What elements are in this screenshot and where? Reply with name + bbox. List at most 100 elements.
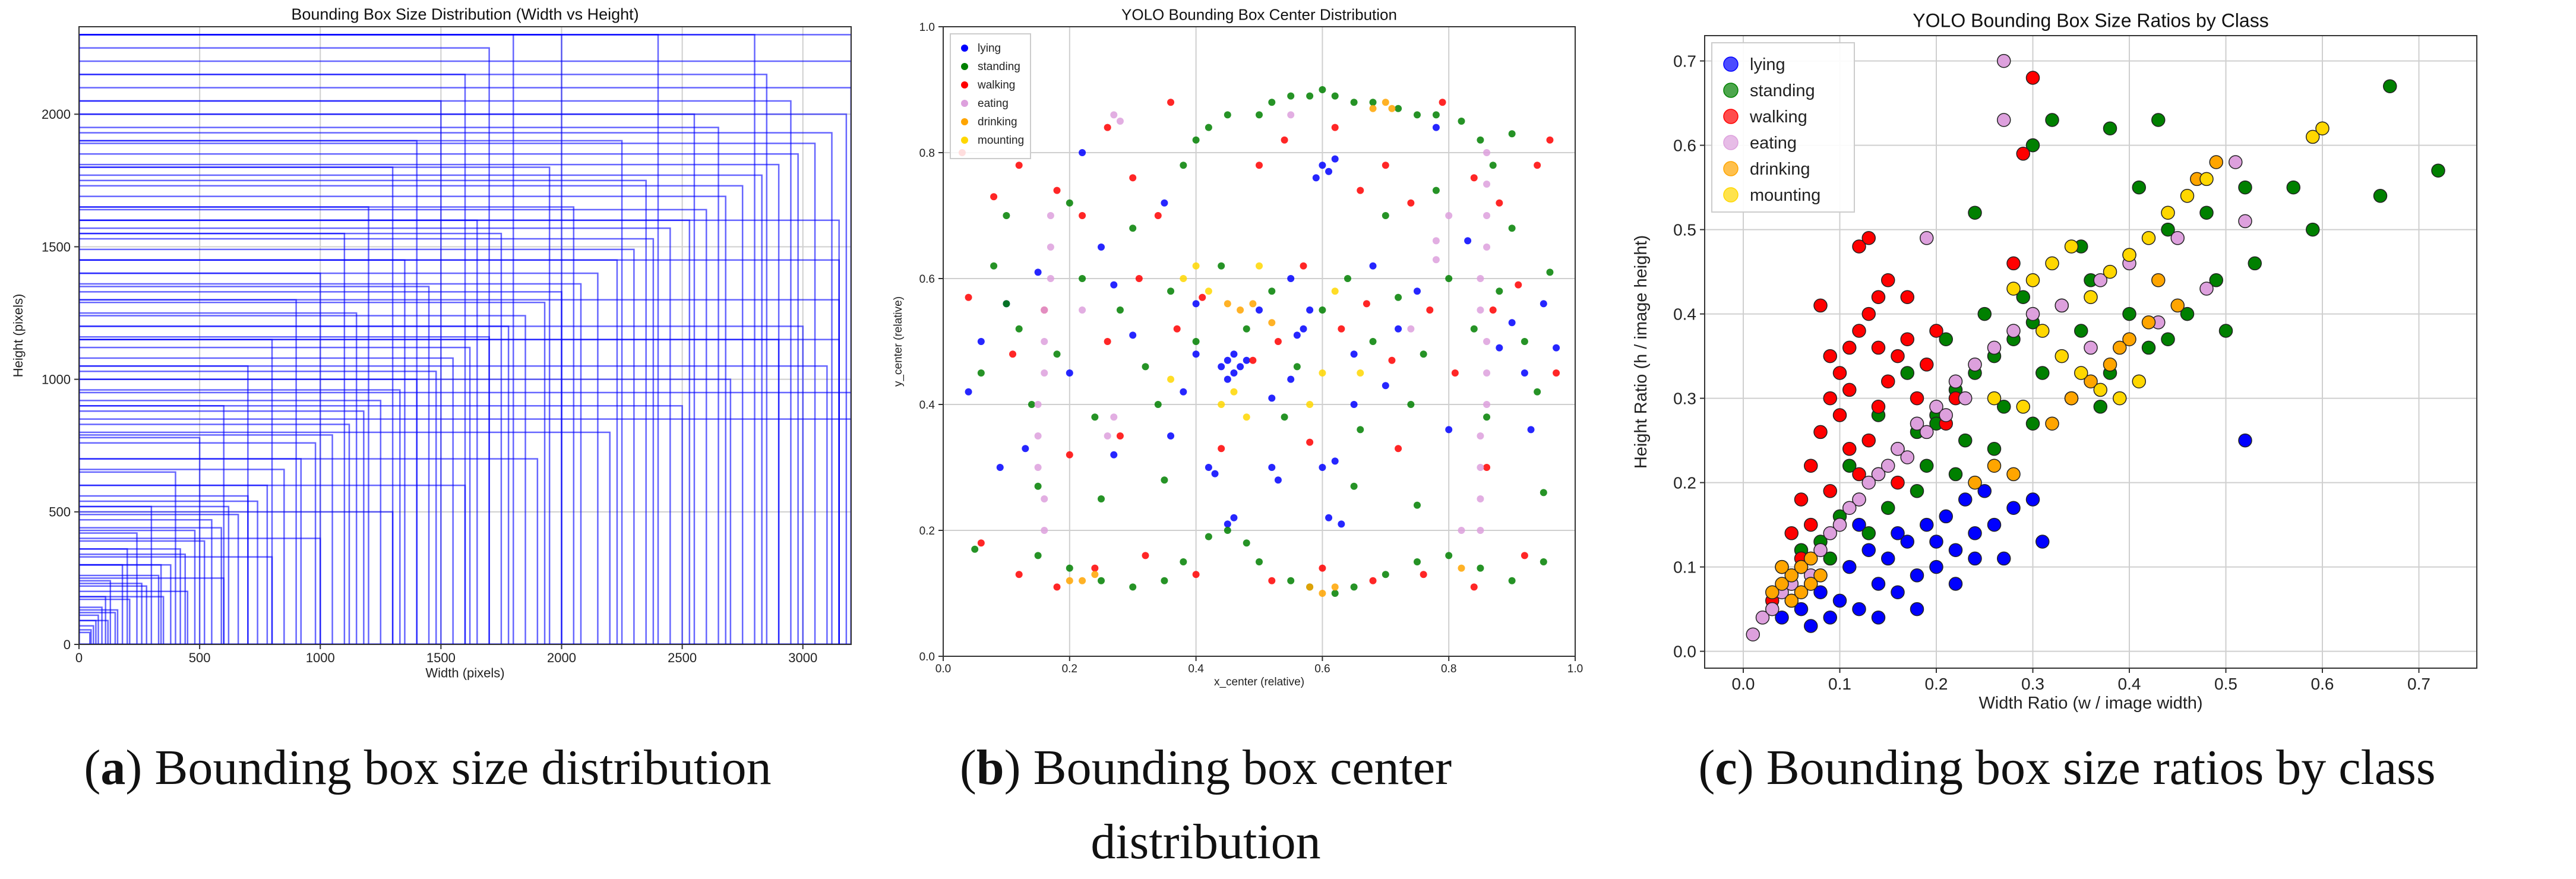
x-tick-label: 3000 [788, 650, 817, 665]
point-standing [1881, 501, 1895, 515]
point-walking [1420, 571, 1427, 578]
point-drinking [1813, 568, 1828, 583]
legend-label-standing: standing [978, 61, 1020, 73]
point-mounting [2025, 273, 2040, 287]
legend-label-walking: walking [977, 79, 1015, 91]
point-standing [1268, 287, 1276, 295]
bbox-rect [79, 127, 719, 644]
point-mounting [2306, 129, 2320, 144]
point-walking [1015, 571, 1023, 578]
chart-title: Bounding Box Size Distribution (Width vs… [291, 5, 639, 23]
point-mounting [1987, 391, 2002, 406]
point-standing [2238, 180, 2252, 195]
point-walking [1823, 484, 1837, 498]
point-eating [1041, 369, 1048, 377]
legend: lying standing walking eating drinking mounti… [950, 33, 1031, 159]
point-walking [1861, 433, 1876, 448]
point-walking [1489, 306, 1497, 314]
point-lying [1881, 551, 1895, 566]
point-lying [1948, 577, 1963, 591]
point-lying [1161, 199, 1168, 207]
bbox-rect [79, 206, 575, 644]
point-lying [1224, 356, 1231, 364]
point-walking [1871, 290, 1886, 304]
point-mounting [1319, 369, 1326, 377]
chart-c: 0.0 0.1 0.2 0.3 0.4 0.5 0.6 0.7 0.0 0.1 0.2 0.3 0.4 0… [1632, 10, 2477, 713]
point-lying [1521, 369, 1528, 377]
point-walking [1331, 124, 1339, 131]
point-lying [2025, 492, 2040, 507]
point-walking [1300, 262, 1307, 270]
y-tick-label: 0.6 [919, 273, 935, 286]
caption-b-open: ( [959, 740, 976, 795]
point-walking [1154, 212, 1162, 219]
point-lying [2238, 433, 2252, 448]
point-walking [1832, 366, 1847, 380]
point-walking [1842, 442, 1857, 456]
point-lying [1325, 514, 1333, 521]
point-walking [1407, 199, 1415, 207]
point-eating [1445, 212, 1453, 219]
point-standing [1256, 111, 1263, 119]
point-standing [1192, 338, 1200, 345]
legend: lying standing walking eating drinking mounti… [1711, 42, 1855, 213]
point-walking [1142, 552, 1149, 559]
legend-label-mounting: mounting [1750, 186, 1820, 205]
point-standing [1161, 577, 1168, 584]
caption-b: (b) Bounding box center distribution [891, 731, 1521, 879]
point-mounting [2084, 290, 2098, 304]
point-eating [1929, 400, 1943, 414]
point-walking [1079, 212, 1086, 219]
y-tick-label: 0 [64, 637, 71, 652]
point-lying [1852, 602, 1866, 616]
point-drinking [1091, 571, 1099, 578]
point-drinking [1968, 475, 1982, 490]
x-tick-label: 0.3 [2021, 675, 2044, 693]
point-eating [1041, 338, 1048, 345]
point-lying [1823, 611, 1837, 625]
chart-b: 0.0 0.2 0.4 0.6 0.8 1.0 0.0 0.2 0.4 0.6 0.8 1.0 YOLO… [892, 5, 1583, 688]
point-eating [1034, 432, 1042, 440]
point-lying [1939, 509, 1953, 524]
point-standing [1161, 476, 1168, 484]
point-mounting [1331, 287, 1339, 295]
point-standing [1066, 564, 1073, 572]
point-walking [1104, 124, 1111, 131]
point-walking [1515, 281, 1522, 289]
point-mounting [2315, 121, 2330, 135]
point-lying [1306, 306, 1314, 314]
point-walking [1832, 408, 1847, 422]
point-walking [1451, 369, 1459, 377]
point-drinking [1775, 559, 1789, 574]
point-walking [1794, 492, 1809, 507]
point-walking [1852, 324, 1866, 338]
bbox-rect [79, 185, 744, 644]
caption-b-label: b [976, 740, 1004, 795]
point-standing [1546, 268, 1554, 276]
point-lying [1205, 464, 1212, 471]
point-lying [1900, 535, 1914, 549]
point-lying [1110, 451, 1118, 459]
point-walking [1891, 349, 1905, 363]
point-walking [1852, 239, 1866, 254]
point-walking [1281, 136, 1288, 144]
x-tick-label: 0.4 [1188, 663, 1204, 675]
point-standing [1003, 300, 1010, 308]
point-eating [1047, 212, 1054, 219]
point-lying [1319, 162, 1326, 169]
bbox-rect [79, 629, 92, 644]
point-walking [1804, 517, 1818, 532]
bbox-rect [79, 527, 222, 644]
point-eating [1900, 450, 1914, 464]
point-drinking [2006, 467, 2021, 482]
caption-a-label: a [100, 740, 126, 795]
y-tick-label: 1000 [42, 372, 71, 387]
x-tick-label: 500 [189, 650, 211, 665]
point-walking [2025, 71, 2040, 85]
point-lying [1432, 124, 1440, 131]
caption-a-close: ) [125, 740, 143, 795]
point-walking [1534, 162, 1541, 169]
point-standing [1382, 571, 1389, 578]
x-tick-label: 2000 [547, 650, 576, 665]
point-drinking [2113, 340, 2127, 355]
